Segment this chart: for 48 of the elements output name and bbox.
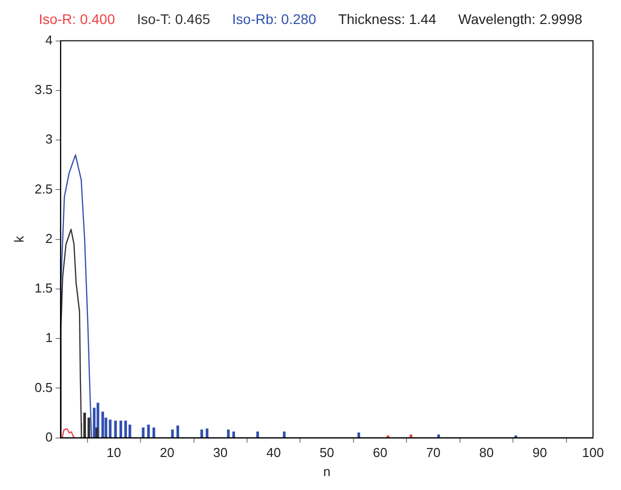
bar	[142, 428, 145, 438]
y-tick-label: 0	[45, 429, 53, 444]
bar	[96, 428, 98, 438]
x-tick-label: 20	[160, 445, 174, 460]
y-tick-label: 2.5	[34, 181, 53, 196]
bar	[152, 428, 156, 438]
bar	[200, 430, 204, 438]
y-tick-label: 1.5	[34, 280, 53, 296]
x-tick-label: 40	[266, 445, 281, 460]
y-tick-label: 3.5	[34, 82, 53, 98]
bar	[176, 426, 180, 438]
bar	[357, 432, 360, 438]
bar	[124, 420, 127, 438]
bar	[114, 420, 117, 438]
bar	[410, 434, 412, 438]
x-tick-label: 100	[582, 445, 604, 460]
x-tick-label: 50	[320, 445, 334, 460]
y-tick-label: 3	[45, 132, 53, 147]
x-tick-label: 80	[479, 445, 494, 460]
bar	[108, 420, 112, 438]
bar	[386, 435, 390, 438]
bar	[437, 434, 440, 438]
bar	[282, 432, 286, 438]
x-tick-label: 10	[106, 445, 122, 460]
y-tick-label: 1	[45, 330, 53, 346]
text: Thickness: 1.44	[338, 11, 436, 27]
bar	[119, 420, 122, 438]
bar	[101, 412, 104, 438]
bar	[227, 430, 230, 438]
y-tick-label: 0.5	[34, 380, 53, 395]
bar	[206, 428, 208, 438]
text: Iso-R: 0.400	[38, 11, 115, 27]
x-tick-label: 60	[372, 445, 388, 460]
bar	[147, 424, 150, 438]
x-tick-label: 90	[532, 445, 547, 460]
y-axis-title: k	[11, 236, 26, 243]
text: Wavelength: 2.9998	[458, 11, 582, 27]
bar	[256, 432, 259, 438]
y-tick-label: 4	[45, 32, 53, 48]
bar	[232, 432, 236, 438]
y-tick-label: 2	[45, 230, 53, 246]
bar	[171, 430, 174, 438]
text: Iso-T: 0.465	[136, 11, 210, 27]
x-axis-title: n	[323, 464, 330, 479]
x-tick-label: 70	[426, 445, 441, 460]
text: Iso-Rb: 0.280	[232, 11, 316, 27]
bar	[128, 424, 132, 438]
x-tick-label: 30	[213, 445, 228, 460]
